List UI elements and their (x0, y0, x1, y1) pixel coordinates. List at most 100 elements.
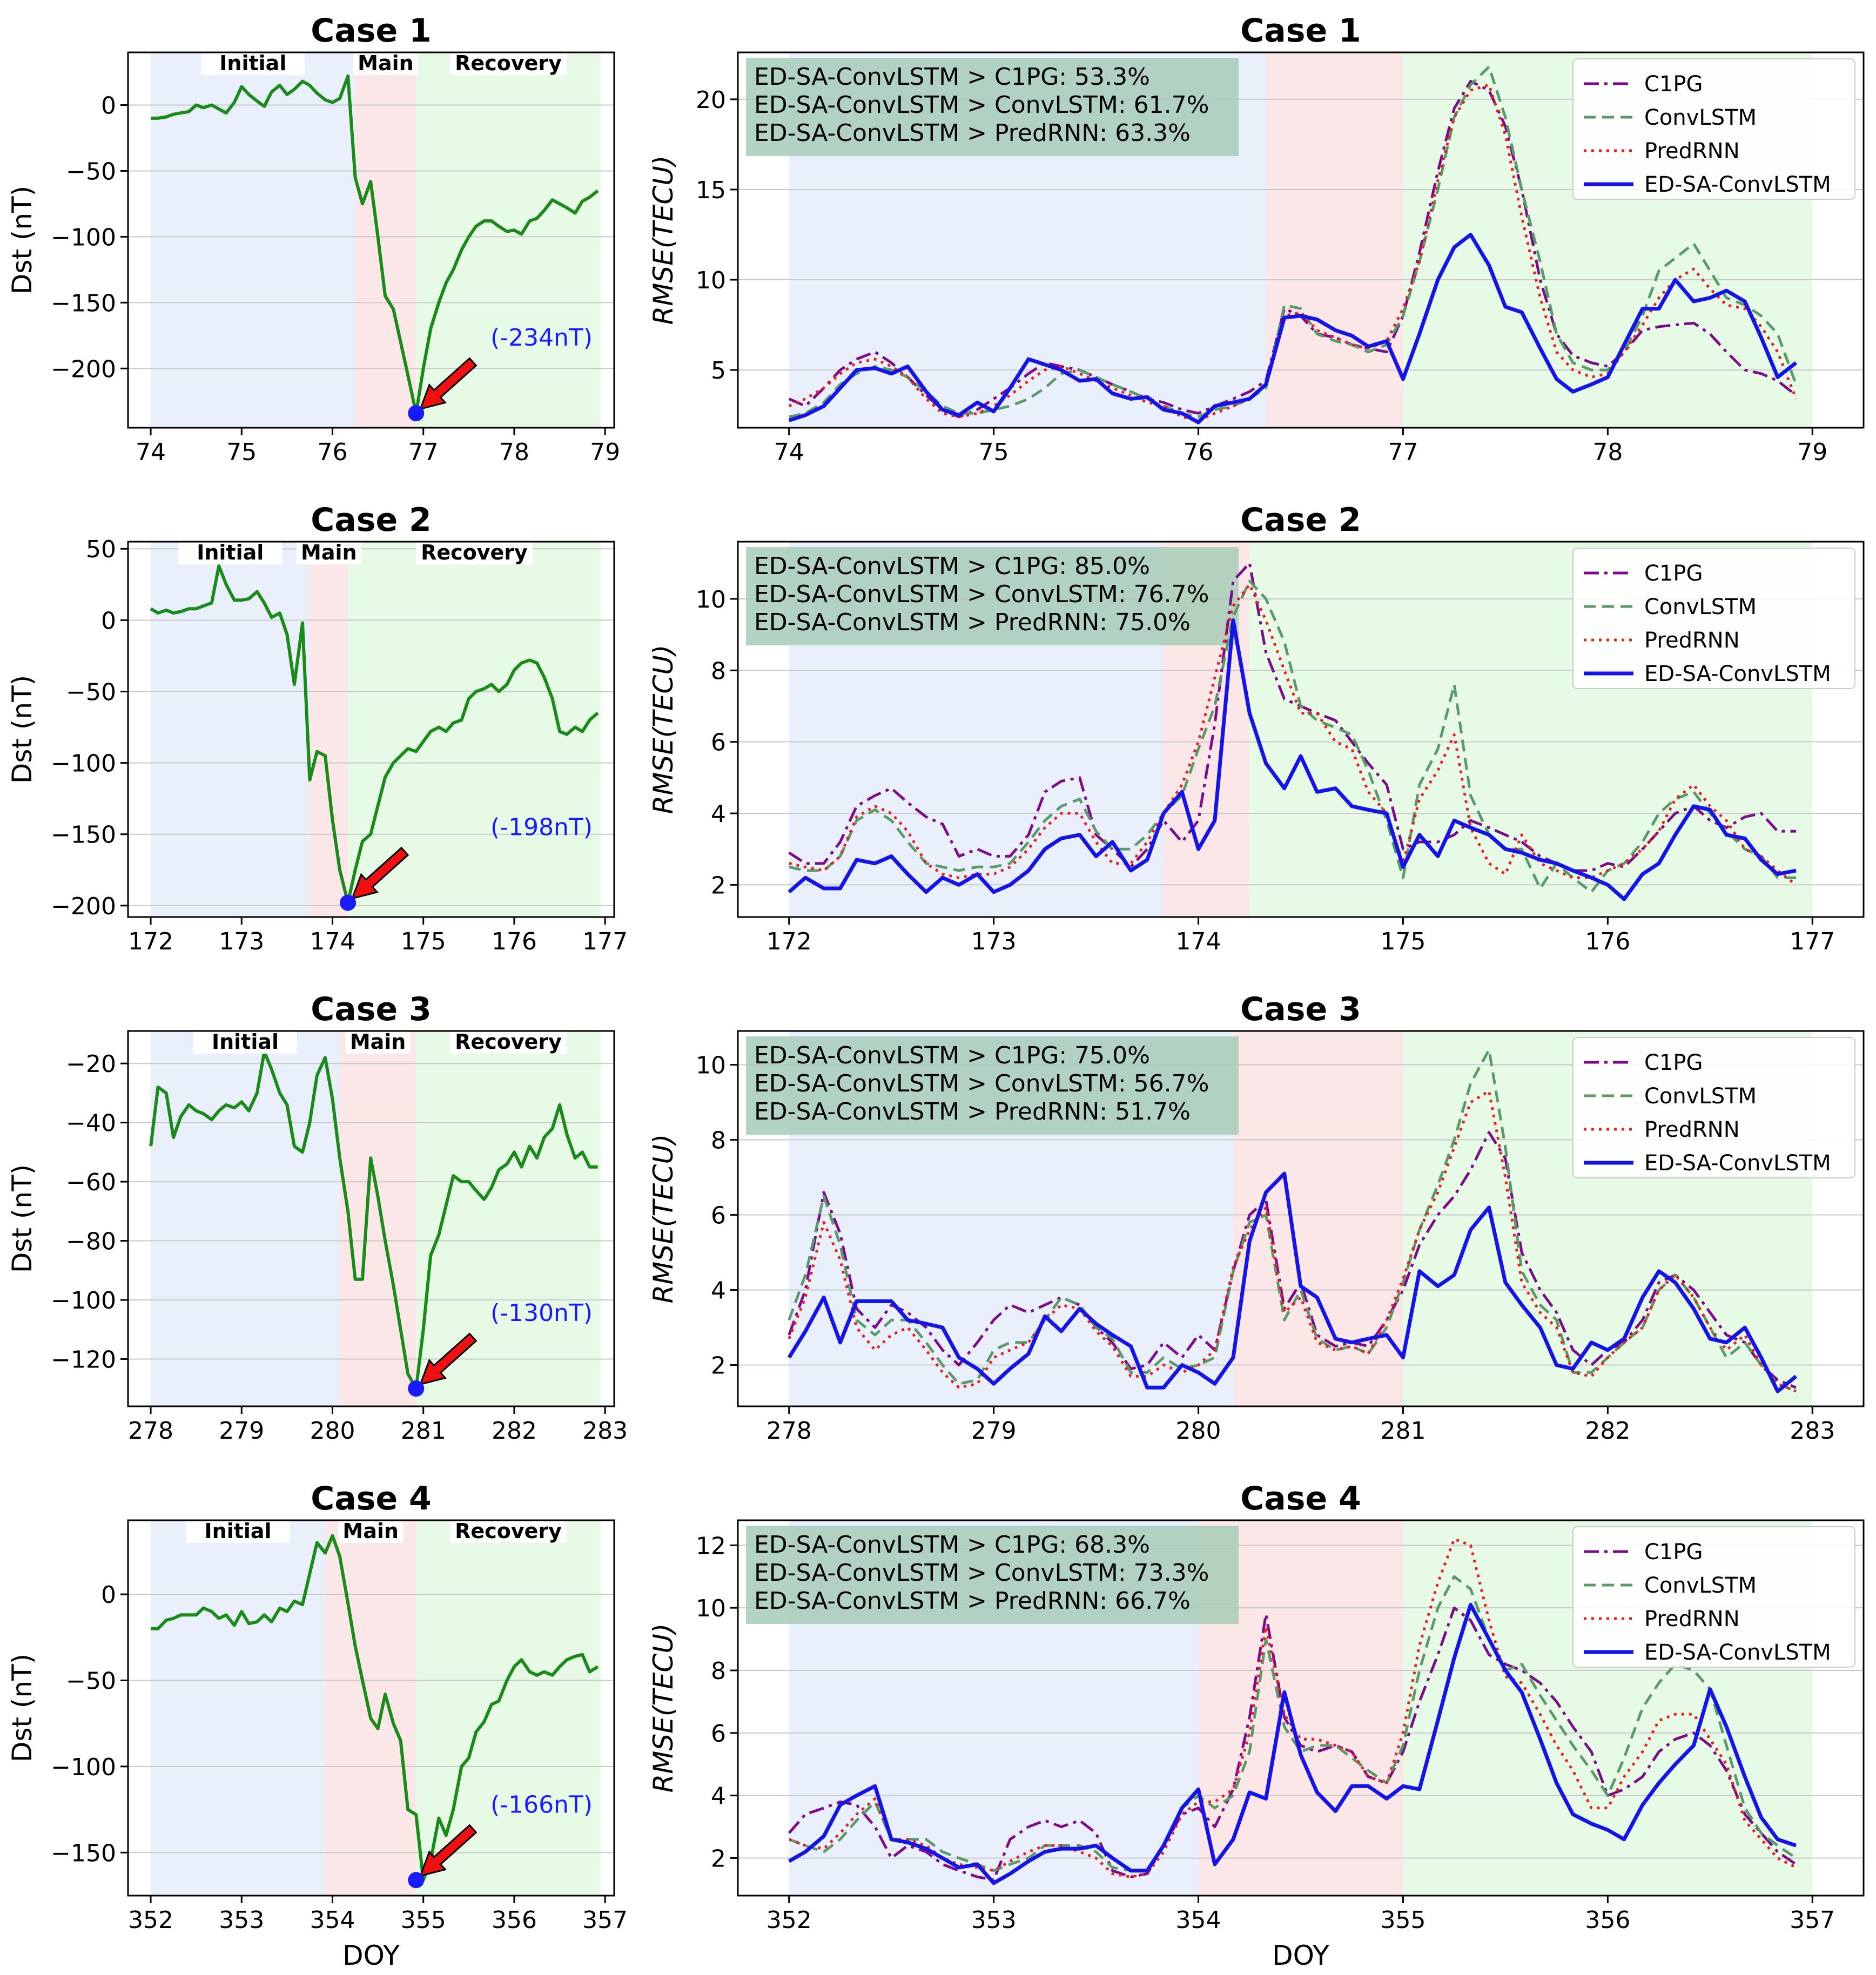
series-group (151, 74, 599, 415)
x-tick-label: 281 (401, 1417, 446, 1445)
y-tick-label: 5 (711, 357, 726, 385)
y-tick-label: −100 (51, 750, 116, 778)
legend-label: C1PG (1644, 1540, 1703, 1565)
y-axis-label: Dst (nT) (6, 675, 38, 784)
peak-arrow (419, 1332, 478, 1386)
series-ed-sa-convlstm (788, 618, 1797, 901)
panel-title: Case 2 (1240, 501, 1361, 539)
legend-label: ED-SA-ConvLSTM (1644, 172, 1831, 197)
legend-label: C1PG (1644, 1050, 1703, 1075)
x-axis-label: DOY (1272, 1940, 1329, 1971)
phase-label: Main (342, 1519, 399, 1543)
y-tick-label: −100 (51, 1754, 116, 1781)
legend-label: PredRNN (1644, 139, 1740, 164)
x-tick-label: 74 (774, 439, 804, 466)
legend-box (1572, 548, 1855, 689)
legend-label: ConvLSTM (1644, 1573, 1757, 1598)
stats-line: ED-SA-ConvLSTM > ConvLSTM: 73.3% (754, 1559, 1209, 1587)
series-convlstm (788, 1048, 1797, 1393)
series-c1pg (788, 1606, 1797, 1882)
axes-frame (737, 1030, 1865, 1407)
phase-label-bg (186, 1519, 290, 1543)
series-group (788, 1538, 1797, 1885)
phase-initial-band (151, 542, 310, 917)
x-tick-label: 172 (128, 928, 173, 955)
x-tick-label: 176 (1585, 928, 1630, 955)
stats-line: ED-SA-ConvLSTM > C1PG: 53.3% (754, 63, 1150, 91)
phase-main-band (1266, 52, 1403, 428)
series-dst (151, 74, 599, 415)
y-tick-label: 2 (711, 1352, 726, 1380)
x-tick-label: 355 (401, 1906, 446, 1934)
x-tick-label: 76 (318, 439, 348, 466)
legend-label: ConvLSTM (1644, 1084, 1757, 1109)
x-tick-label: 76 (1184, 439, 1214, 466)
stats-line: ED-SA-ConvLSTM > C1PG: 75.0% (754, 1042, 1150, 1069)
y-axis-label: Dst (nT) (6, 1164, 38, 1273)
series-dst (150, 564, 599, 905)
panel-title: Case 2 (311, 501, 432, 539)
axes-frame (127, 541, 615, 918)
series-group (150, 564, 599, 905)
x-tick-label: 352 (128, 1906, 173, 1934)
x-tick-label: 282 (492, 1417, 537, 1445)
y-axis-label: RMSE(TECU) (648, 1134, 679, 1304)
panel-title: Case 4 (1240, 1480, 1361, 1518)
panel-3: Initial Main Recovery (-198nT) 172 173 174 175 1… (6, 501, 628, 955)
x-tick-label: 357 (1790, 1906, 1835, 1934)
panel-2: ED-SA-ConvLSTM > C1PG: 53.3%ED-SA-ConvLS… (648, 12, 1865, 466)
series-c1pg (788, 562, 1796, 872)
x-tick-label: 77 (1388, 439, 1418, 466)
phase-main-band (310, 542, 348, 917)
peak-marker (408, 405, 425, 422)
panel-title: Case 3 (311, 990, 432, 1028)
x-tick-label: 172 (766, 928, 812, 955)
y-tick-label: −80 (66, 1228, 116, 1256)
phase-recovery-band (416, 1031, 601, 1406)
legend-label: ED-SA-ConvLSTM (1644, 1151, 1831, 1176)
series-c1pg (788, 1131, 1797, 1389)
stats-line: ED-SA-ConvLSTM > ConvLSTM: 61.7% (754, 91, 1209, 119)
stats-line: ED-SA-ConvLSTM > ConvLSTM: 76.7% (754, 581, 1209, 608)
y-tick-label: 6 (711, 1202, 726, 1230)
panel-6: ED-SA-ConvLSTM > C1PG: 75.0% ED-SA-ConvLS… (648, 990, 1865, 1445)
phase-recovery-band (416, 52, 601, 428)
series-group (151, 1534, 599, 1882)
stats-box (746, 1526, 1239, 1624)
x-tick-label: 353 (971, 1906, 1017, 1934)
y-tick-label: −100 (51, 224, 116, 251)
y-tick-label: −50 (66, 1667, 116, 1695)
legend-label: PredRNN (1644, 1607, 1740, 1632)
y-tick-label: −150 (51, 821, 116, 849)
x-tick-label: 75 (226, 439, 257, 466)
phase-label-bg (450, 1519, 567, 1543)
phase-label-bg (415, 541, 533, 564)
peak-label: (-198nT) (490, 814, 593, 841)
legend-box (1572, 58, 1855, 200)
x-tick-label: 78 (499, 439, 529, 466)
y-tick-label: 10 (696, 586, 726, 614)
x-tick-label: 79 (1797, 439, 1827, 466)
y-tick-label: 8 (711, 657, 726, 685)
y-tick-label: −40 (66, 1110, 116, 1137)
series-ed-sa-convlstm (788, 233, 1798, 424)
series-group (787, 1048, 1798, 1393)
x-tick-label: 282 (1585, 1417, 1630, 1445)
panel-title: Case 4 (311, 1480, 432, 1518)
phase-label: Main (350, 1030, 406, 1054)
series-predrnn (789, 583, 1797, 886)
x-tick-label: 356 (492, 1906, 537, 1934)
x-tick-label: 174 (310, 928, 355, 955)
y-axis-label: Dst (nT) (6, 186, 38, 294)
phase-label-bg (296, 541, 361, 564)
peak-arrow (419, 357, 478, 410)
y-tick-label: 12 (696, 1532, 726, 1560)
x-tick-label: 278 (128, 1417, 173, 1445)
legend-box (1572, 1037, 1855, 1178)
y-tick-label: 4 (711, 1783, 726, 1810)
x-tick-label: 176 (492, 928, 537, 955)
phase-label: Recovery (455, 1519, 562, 1543)
x-tick-label: 173 (971, 928, 1017, 955)
y-tick-label: 15 (696, 177, 726, 204)
x-tick-label: 356 (1585, 1906, 1630, 1934)
